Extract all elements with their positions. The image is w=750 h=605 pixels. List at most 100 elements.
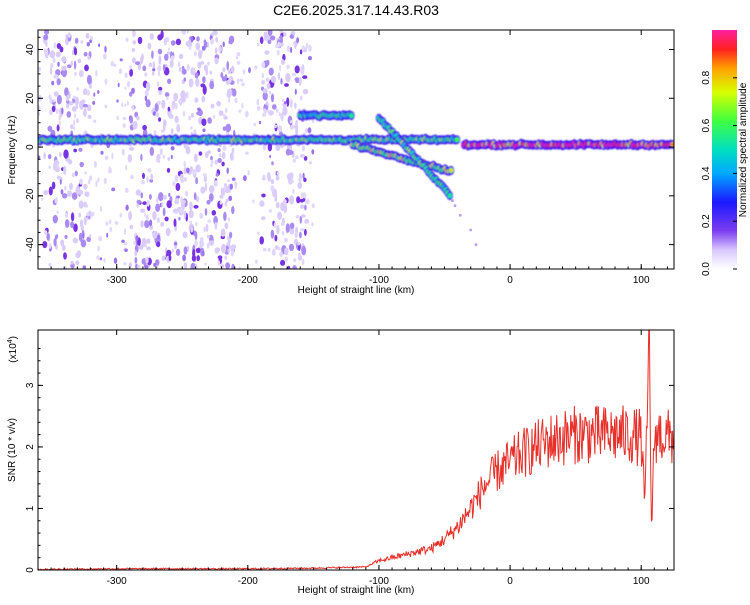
noise-speckle [49, 109, 53, 116]
noise-speckle [290, 46, 293, 54]
noise-speckle [125, 37, 129, 42]
noise-speckle [267, 143, 273, 152]
noise-speckle [286, 45, 290, 53]
noise-speckle [202, 85, 207, 95]
noise-speckle [270, 185, 275, 192]
noise-speckle [82, 233, 85, 239]
noise-speckle [78, 200, 84, 209]
noise-speckle [153, 130, 157, 136]
noise-speckle [125, 204, 129, 211]
noise-speckle [130, 174, 134, 180]
noise-speckle [174, 242, 178, 246]
noise-speckle [255, 259, 258, 264]
noise-speckle [270, 75, 277, 83]
noise-speckle [142, 65, 147, 72]
noise-speckle [284, 83, 289, 87]
noise-speckle [111, 187, 116, 192]
noise-speckle [98, 236, 103, 242]
snr-y-ticks: 0 1 2 3 [25, 347, 674, 573]
noise-speckle [84, 171, 87, 175]
noise-speckle [220, 228, 226, 237]
noise-speckle [162, 154, 166, 159]
noise-speckle [220, 187, 224, 197]
colorbar-tick-label: 0.6 [701, 118, 712, 132]
noise-speckle [38, 66, 41, 72]
noise-speckle [266, 59, 270, 66]
noise-speckle [106, 232, 109, 238]
noise-speckle [193, 204, 199, 209]
noise-speckle [208, 193, 214, 202]
noise-speckle [236, 52, 241, 57]
noise-speckle [160, 30, 164, 39]
noise-speckle [253, 122, 257, 127]
noise-speckle [124, 248, 128, 252]
noise-speckle [301, 245, 307, 256]
noise-speckle [105, 221, 109, 226]
noise-speckle [218, 110, 224, 116]
noise-speckle [136, 199, 142, 204]
noise-speckle [302, 192, 307, 199]
noise-speckle [193, 129, 197, 136]
noise-speckle [166, 96, 169, 101]
noise-speckle [221, 76, 227, 82]
noise-speckle [194, 97, 199, 103]
noise-speckle [193, 192, 197, 201]
noise-speckle [307, 127, 312, 134]
snr-point [627, 434, 629, 436]
noise-speckle [221, 151, 226, 160]
noise-speckle [223, 113, 226, 118]
noise-speckle [87, 55, 91, 60]
noise-speckle [207, 219, 212, 223]
noise-speckle [151, 50, 154, 59]
noise-speckle [241, 102, 244, 109]
noise-speckle [64, 234, 68, 239]
noise-speckle [131, 57, 136, 64]
noise-speckle [189, 220, 193, 225]
noise-speckle [127, 80, 130, 88]
noise-speckle [108, 167, 112, 174]
noise-speckle [267, 30, 273, 36]
noise-speckle [46, 232, 50, 241]
snr-series-line [38, 330, 674, 570]
noise-speckle [89, 39, 92, 44]
noise-speckle [49, 50, 56, 59]
noise-speckle [273, 124, 278, 128]
noise-speckle [219, 194, 224, 199]
noise-speckle [277, 72, 281, 81]
noise-speckle [119, 212, 122, 218]
noise-speckle [145, 99, 151, 108]
noise-speckle [156, 156, 159, 163]
trace-tail [451, 199, 478, 247]
noise-speckle [297, 241, 301, 246]
noise-speckle [124, 187, 129, 193]
noise-speckle [75, 104, 79, 109]
noise-speckle [162, 119, 167, 127]
noise-speckle [190, 36, 194, 43]
noise-speckle [71, 50, 75, 56]
noise-speckle [284, 237, 288, 243]
svg-text:(x104): (x104) [7, 336, 19, 363]
noise-speckle [236, 61, 241, 65]
noise-speckle [174, 103, 178, 110]
noise-speckle [224, 222, 229, 230]
noise-speckle [167, 78, 172, 85]
noise-speckle [294, 231, 299, 239]
trace-4-mark [447, 193, 453, 199]
noise-speckle [146, 200, 150, 207]
x-tick-label: 0 [507, 576, 513, 587]
noise-speckle [202, 250, 205, 257]
snr-point [365, 566, 367, 568]
noise-speckle [230, 65, 235, 74]
noise-speckle [65, 94, 70, 102]
noise-speckle [297, 252, 301, 257]
noise-speckle [266, 172, 271, 180]
x-tick-label: -200 [238, 576, 258, 587]
noise-speckle [178, 99, 182, 104]
noise-speckle [217, 148, 221, 153]
noise-speckle [278, 112, 281, 116]
noise-speckle [290, 179, 294, 184]
noise-speckle [113, 257, 118, 264]
noise-speckle [96, 255, 100, 260]
y-tick-label: 40 [25, 44, 36, 56]
